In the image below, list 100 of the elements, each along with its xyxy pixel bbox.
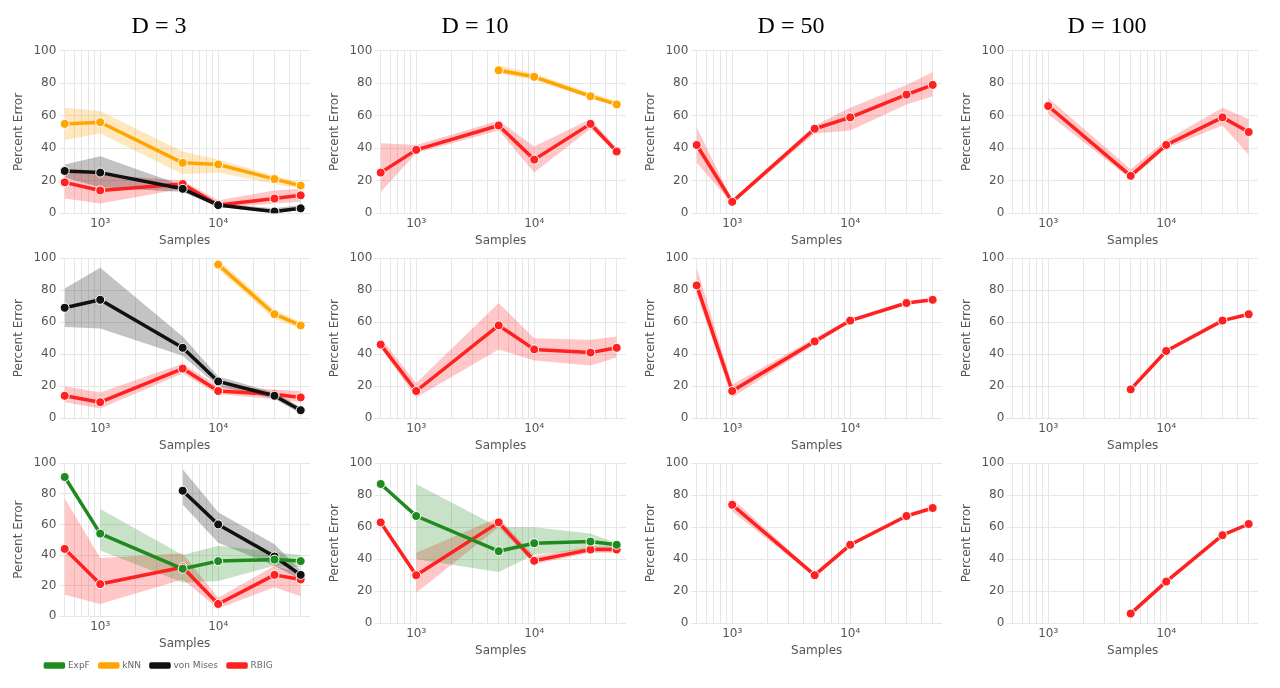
- y-tick-label: 100: [349, 42, 373, 57]
- y-tick-label: 40: [673, 140, 689, 155]
- y-tick-label: 80: [357, 282, 373, 297]
- chart-title: D = 100: [1067, 11, 1147, 38]
- y-tick-label: 80: [41, 485, 57, 500]
- y-tick-label: 20: [357, 378, 373, 393]
- x-tick-label: 10³: [1038, 215, 1059, 230]
- y-tick-label: 100: [665, 455, 689, 470]
- chart-title: D = 50: [757, 11, 825, 38]
- y-tick-label: 20: [673, 378, 689, 393]
- y-axis-title: Percent Error: [327, 299, 342, 378]
- x-tick-label: 10³: [406, 625, 427, 640]
- y-tick-label: 0: [48, 410, 57, 425]
- y-tick-label: 0: [364, 205, 373, 220]
- y-tick-label: 40: [989, 140, 1005, 155]
- y-tick-label: 40: [357, 551, 373, 566]
- x-tick-label: 10⁴: [524, 625, 545, 640]
- x-tick-label: 10³: [722, 625, 743, 640]
- y-tick-label: 80: [673, 487, 689, 502]
- y-tick-label: 60: [357, 314, 373, 329]
- y-tick-label: 40: [41, 547, 57, 562]
- x-tick-label: 10³: [722, 215, 743, 230]
- y-tick-label: 20: [41, 378, 57, 393]
- x-tick-label: 10⁴: [1156, 625, 1177, 640]
- y-tick-label: 80: [357, 487, 373, 502]
- y-tick-label: 60: [357, 519, 373, 534]
- x-tick-label: 10³: [1038, 625, 1059, 640]
- x-tick-label: 10⁴: [524, 420, 545, 435]
- y-tick-label: 100: [665, 250, 689, 265]
- y-axis-title: Percent Error: [643, 299, 658, 378]
- y-tick-label: 0: [48, 205, 57, 220]
- legend-label: kNN: [122, 659, 141, 670]
- y-tick-label: 80: [41, 282, 57, 297]
- y-tick-label: 0: [996, 615, 1005, 630]
- x-axis-title: Samples: [1107, 437, 1159, 452]
- x-axis-title: Samples: [475, 232, 527, 247]
- x-axis-title: Samples: [475, 642, 527, 657]
- x-tick-label: 10⁴: [1156, 420, 1177, 435]
- x-tick-label: 10³: [406, 215, 427, 230]
- y-tick-label: 60: [989, 107, 1005, 122]
- x-tick-label: 10⁴: [208, 420, 229, 435]
- y-tick-label: 100: [981, 42, 1005, 57]
- y-tick-label: 100: [33, 250, 57, 265]
- y-tick-label: 80: [357, 75, 373, 90]
- x-axis-title: Samples: [159, 437, 211, 452]
- y-tick-label: 100: [33, 42, 57, 57]
- y-tick-label: 60: [989, 314, 1005, 329]
- y-tick-label: 80: [673, 282, 689, 297]
- legend-label: RBIG: [250, 659, 273, 670]
- y-tick-label: 20: [41, 577, 57, 592]
- y-axis-title: Percent Error: [11, 500, 26, 579]
- y-axis-title: Percent Error: [643, 92, 658, 172]
- y-tick-label: 0: [680, 205, 689, 220]
- y-tick-label: 0: [364, 410, 373, 425]
- x-axis-title: Samples: [791, 437, 843, 452]
- x-axis-title: Samples: [159, 232, 211, 247]
- chart-title: D = 3: [131, 11, 187, 38]
- chart-title: D = 10: [441, 11, 509, 38]
- x-tick-label: 10⁴: [840, 420, 861, 435]
- y-tick-label: 80: [41, 75, 57, 90]
- y-tick-label: 40: [357, 140, 373, 155]
- x-tick-label: 10³: [722, 420, 743, 435]
- y-tick-label: 40: [41, 346, 57, 361]
- y-tick-label: 20: [357, 583, 373, 598]
- y-tick-label: 60: [41, 107, 57, 122]
- x-tick-label: 10³: [90, 420, 111, 435]
- x-tick-label: 10⁴: [524, 215, 545, 230]
- y-tick-label: 20: [673, 583, 689, 598]
- y-tick-label: 0: [680, 615, 689, 630]
- x-tick-label: 10⁴: [840, 215, 861, 230]
- y-tick-label: 20: [989, 172, 1005, 187]
- x-tick-label: 10⁴: [208, 618, 229, 633]
- x-tick-label: 10⁴: [840, 625, 861, 640]
- y-tick-label: 40: [989, 346, 1005, 361]
- y-tick-label: 100: [981, 455, 1005, 470]
- y-tick-label: 80: [673, 75, 689, 90]
- y-tick-label: 80: [989, 487, 1005, 502]
- y-tick-label: 60: [673, 107, 689, 122]
- x-tick-label: 10⁴: [1156, 215, 1177, 230]
- y-tick-label: 100: [349, 455, 373, 470]
- y-tick-label: 40: [673, 551, 689, 566]
- y-tick-label: 40: [41, 140, 57, 155]
- x-axis-title: Samples: [1107, 232, 1159, 247]
- y-axis-title: Percent Error: [327, 504, 342, 583]
- y-axis-title: Percent Error: [11, 299, 26, 378]
- x-axis-title: Samples: [791, 642, 843, 657]
- y-tick-label: 0: [364, 615, 373, 630]
- y-tick-label: 0: [680, 410, 689, 425]
- y-tick-label: 0: [996, 205, 1005, 220]
- y-tick-label: 20: [989, 583, 1005, 598]
- y-tick-label: 100: [981, 250, 1005, 265]
- y-tick-label: 60: [41, 314, 57, 329]
- x-tick-label: 10³: [90, 618, 111, 633]
- y-tick-label: 20: [357, 172, 373, 187]
- x-axis-title: Samples: [791, 232, 843, 247]
- x-tick-label: 10³: [1038, 420, 1059, 435]
- legend-label: von Mises: [173, 659, 219, 670]
- x-tick-label: 10⁴: [208, 215, 229, 230]
- y-tick-label: 20: [989, 378, 1005, 393]
- y-tick-label: 20: [673, 172, 689, 187]
